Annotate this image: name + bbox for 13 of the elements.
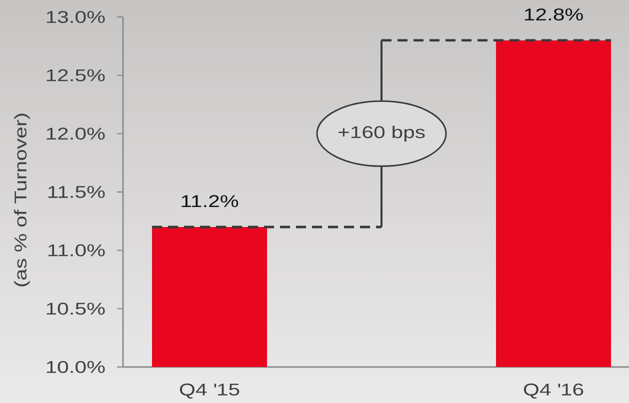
y-tick-label: 10.0% (46, 360, 105, 374)
y-axis-title: (as % of Turnover) (14, 114, 30, 286)
x-tick-label: Q4 '16 (524, 384, 584, 399)
annotation: +160 bps (338, 126, 425, 142)
y-tick-label: 12.0% (46, 128, 105, 140)
data-label: 12.8% (525, 8, 583, 21)
y-tick-label: 12.5% (46, 69, 105, 82)
y-tick-label: 11.5% (48, 186, 105, 198)
y-tick-label: 10.5% (46, 302, 105, 315)
x-tick-label: Q4 '15 (180, 384, 240, 399)
data-label: 11.2% (182, 195, 238, 208)
y-tick-label: 11.0% (48, 244, 105, 256)
y-tick-label: 13.0% (46, 10, 105, 24)
